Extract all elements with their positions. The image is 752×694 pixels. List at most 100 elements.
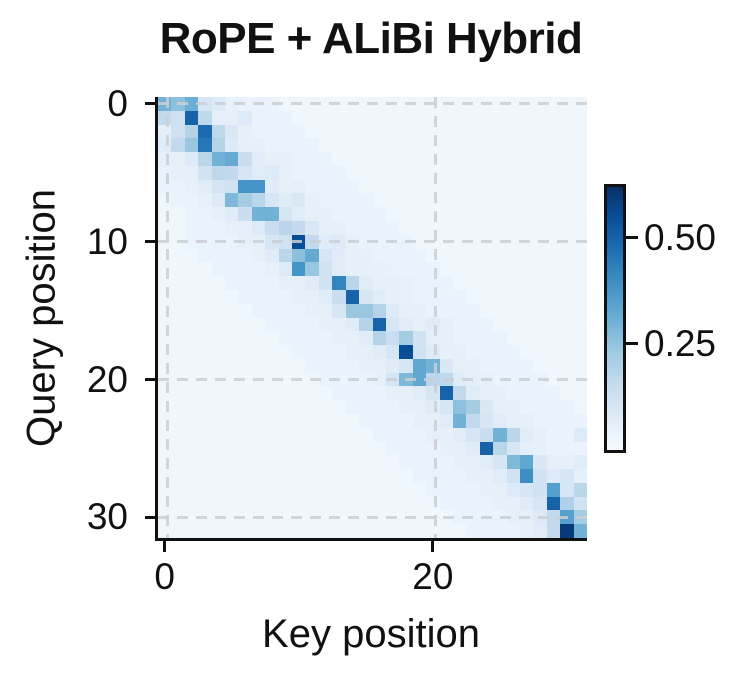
heatmap-cell — [198, 193, 212, 208]
heatmap-cell — [546, 289, 561, 304]
heatmap-cell — [519, 400, 534, 414]
heatmap-grid — [158, 97, 587, 538]
heatmap-cell — [158, 303, 172, 318]
heatmap-cell — [184, 331, 199, 346]
heatmap-cell — [560, 138, 574, 153]
heatmap-cell — [479, 482, 494, 497]
heatmap-cell — [345, 276, 360, 290]
heatmap-cell — [385, 358, 400, 373]
heatmap-cell — [533, 303, 547, 318]
heatmap-cell — [560, 207, 574, 222]
heatmap-cell — [211, 386, 226, 401]
heatmap-cell — [399, 221, 413, 235]
heatmap-cell — [238, 262, 252, 277]
heatmap-cell — [184, 400, 199, 414]
heatmap-cell — [171, 165, 185, 180]
heatmap-cell — [318, 193, 333, 208]
heatmap-cell — [372, 400, 386, 414]
heatmap-cell — [466, 165, 480, 180]
heatmap-cell — [412, 455, 427, 470]
heatmap-cell — [238, 289, 252, 304]
heatmap-cell — [278, 262, 293, 277]
heatmap-cell — [305, 345, 319, 359]
heatmap-cell — [305, 358, 319, 373]
heatmap-cell — [426, 345, 440, 359]
heatmap-cell — [332, 221, 346, 235]
heatmap-cell — [452, 152, 467, 166]
heatmap-cell — [519, 124, 534, 139]
heatmap-cell — [372, 179, 386, 194]
heatmap-cell — [439, 496, 453, 511]
heatmap-cell — [265, 427, 279, 442]
heatmap-cell — [412, 303, 427, 318]
heatmap-cell — [506, 400, 520, 414]
heatmap-cell — [479, 193, 494, 208]
heatmap-cell — [479, 262, 494, 277]
heatmap-cell — [399, 207, 413, 222]
heatmap-cell — [251, 400, 266, 414]
heatmap-cell — [278, 386, 293, 401]
heatmap-cell — [466, 317, 480, 332]
heatmap-cell — [466, 289, 480, 304]
heatmap-cell — [385, 303, 400, 318]
heatmap-cell — [466, 193, 480, 208]
heatmap-cell — [399, 276, 413, 290]
heatmap-cell — [573, 496, 587, 511]
heatmap-cell — [318, 400, 333, 414]
heatmap-cell — [452, 441, 467, 456]
heatmap-cell — [372, 496, 386, 511]
heatmap-cell — [211, 524, 226, 538]
heatmap-cell — [238, 138, 252, 153]
heatmap-cell — [479, 221, 494, 235]
heatmap-cell — [519, 317, 534, 332]
heatmap-cell — [573, 427, 587, 442]
heatmap-cell — [158, 193, 172, 208]
heatmap-cell — [493, 303, 507, 318]
heatmap-cell — [225, 152, 239, 166]
heatmap-cell — [426, 441, 440, 456]
heatmap-cell — [519, 496, 534, 511]
heatmap-cell — [493, 262, 507, 277]
heatmap-cell — [573, 276, 587, 290]
heatmap-cell — [412, 110, 427, 125]
heatmap-cell — [452, 193, 467, 208]
heatmap-cell — [385, 413, 400, 428]
heatmap-cell — [265, 221, 279, 235]
heatmap-cell — [439, 124, 453, 139]
heatmap-cell — [292, 193, 306, 208]
heatmap-cell — [493, 124, 507, 139]
heatmap-cell — [265, 289, 279, 304]
heatmap-cell — [533, 165, 547, 180]
heatmap-cell — [359, 138, 373, 153]
heatmap-cell — [318, 482, 333, 497]
heatmap-cell — [305, 152, 319, 166]
heatmap-cell — [278, 221, 293, 235]
heatmap-cell — [573, 455, 587, 470]
heatmap-cell — [158, 331, 172, 346]
heatmap-cell — [251, 524, 266, 538]
heatmap-cell — [372, 427, 386, 442]
heatmap-cell — [318, 276, 333, 290]
heatmap-cell — [158, 179, 172, 194]
heatmap-cell — [573, 152, 587, 166]
heatmap-cell — [184, 345, 199, 359]
heatmap-cell — [265, 124, 279, 139]
heatmap-cell — [519, 262, 534, 277]
heatmap-cell — [359, 345, 373, 359]
heatmap-cell — [479, 345, 494, 359]
heatmap-cell — [546, 124, 561, 139]
heatmap-cell — [198, 262, 212, 277]
heatmap-cell — [265, 441, 279, 456]
heatmap-cell — [546, 524, 561, 538]
heatmap-cell — [318, 124, 333, 139]
heatmap-cell — [452, 179, 467, 194]
heatmap-cell — [573, 193, 587, 208]
heatmap-cell — [466, 413, 480, 428]
heatmap-cell — [426, 303, 440, 318]
heatmap-cell — [198, 179, 212, 194]
heatmap-cell — [238, 124, 252, 139]
heatmap-cell — [345, 179, 360, 194]
heatmap-cell — [560, 524, 574, 538]
heatmap-cell — [359, 276, 373, 290]
heatmap-cell — [506, 469, 520, 483]
